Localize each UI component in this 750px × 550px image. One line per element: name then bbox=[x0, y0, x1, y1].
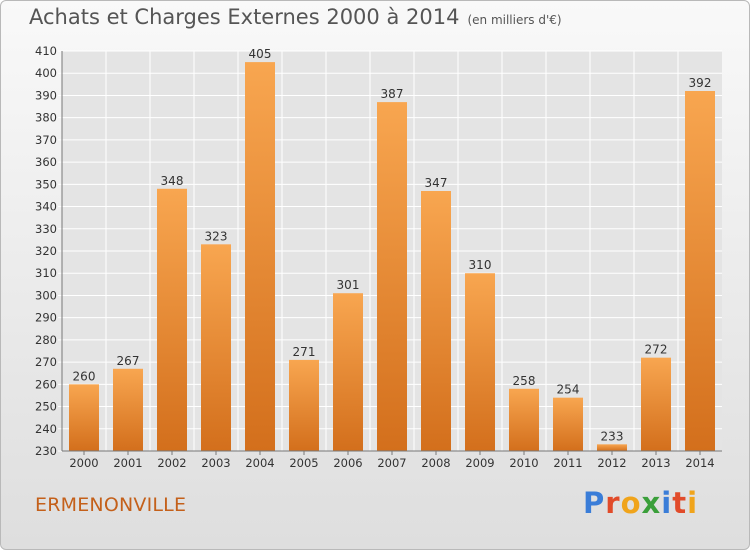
data-label: 387 bbox=[381, 87, 404, 101]
data-label: 233 bbox=[601, 429, 624, 443]
x-tick-label: 2006 bbox=[333, 456, 362, 470]
bar bbox=[113, 368, 143, 451]
data-label: 347 bbox=[425, 176, 448, 190]
bar bbox=[157, 188, 187, 451]
y-tick-label: 340 bbox=[35, 200, 57, 214]
y-tick-label: 390 bbox=[35, 88, 57, 102]
y-tick-label: 310 bbox=[35, 266, 57, 280]
y-tick-label: 400 bbox=[35, 66, 57, 80]
y-tick-label: 370 bbox=[35, 133, 57, 147]
y-tick-label: 250 bbox=[35, 400, 57, 414]
x-tick-label: 2000 bbox=[69, 456, 98, 470]
x-tick-label: 2007 bbox=[377, 456, 406, 470]
bar bbox=[553, 397, 583, 451]
bar bbox=[641, 357, 671, 451]
x-tick-label: 2010 bbox=[509, 456, 538, 470]
bar bbox=[201, 244, 231, 451]
y-tick-label: 300 bbox=[35, 288, 57, 302]
x-tick-label: 2012 bbox=[597, 456, 626, 470]
y-tick-label: 290 bbox=[35, 311, 57, 325]
y-tick-label: 330 bbox=[35, 222, 57, 236]
data-label: 392 bbox=[689, 76, 712, 90]
x-tick-label: 2013 bbox=[641, 456, 670, 470]
x-tick-label: 2004 bbox=[245, 456, 274, 470]
bar bbox=[333, 293, 363, 451]
bar bbox=[377, 102, 407, 451]
data-label: 254 bbox=[557, 383, 580, 397]
y-tick-label: 280 bbox=[35, 333, 57, 347]
data-label: 323 bbox=[205, 229, 228, 243]
bar bbox=[509, 388, 539, 451]
bar bbox=[69, 384, 99, 451]
x-tick-label: 2014 bbox=[685, 456, 714, 470]
y-tick-label: 230 bbox=[35, 444, 57, 458]
bar bbox=[289, 359, 319, 451]
data-label: 260 bbox=[73, 369, 96, 383]
bar bbox=[465, 273, 495, 451]
y-tick-label: 260 bbox=[35, 377, 57, 391]
x-tick-label: 2002 bbox=[157, 456, 186, 470]
x-tick-label: 2001 bbox=[113, 456, 142, 470]
bar bbox=[597, 444, 627, 451]
bar bbox=[421, 191, 451, 451]
y-tick-label: 360 bbox=[35, 155, 57, 169]
unit-label: (en milliers d'€) bbox=[467, 13, 562, 27]
x-tick-label: 2003 bbox=[201, 456, 230, 470]
proxiti-logo: Proxiti bbox=[583, 486, 699, 520]
y-tick-label: 270 bbox=[35, 355, 57, 369]
data-label: 301 bbox=[337, 278, 360, 292]
x-tick-label: 2009 bbox=[465, 456, 494, 470]
x-tick-label: 2005 bbox=[289, 456, 318, 470]
bar bbox=[685, 91, 715, 451]
y-tick-label: 380 bbox=[35, 111, 57, 125]
data-label: 310 bbox=[469, 258, 492, 272]
y-tick-label: 240 bbox=[35, 422, 57, 436]
data-label: 267 bbox=[117, 354, 140, 368]
x-tick-label: 2011 bbox=[553, 456, 582, 470]
y-tick-label: 410 bbox=[35, 44, 57, 58]
data-label: 405 bbox=[249, 47, 272, 61]
data-label: 348 bbox=[161, 174, 184, 188]
x-tick-label: 2008 bbox=[421, 456, 450, 470]
town-name: ERMENONVILLE bbox=[35, 494, 187, 516]
chart-title: Achats et Charges Externes 2000 à 2014 (e… bbox=[29, 5, 562, 29]
y-tick-label: 320 bbox=[35, 244, 57, 258]
data-label: 271 bbox=[293, 345, 316, 359]
title-text: Achats et Charges Externes 2000 à 2014 bbox=[29, 5, 460, 29]
bar bbox=[245, 62, 275, 451]
y-tick-label: 350 bbox=[35, 177, 57, 191]
data-label: 272 bbox=[645, 343, 668, 357]
data-label: 258 bbox=[513, 374, 536, 388]
